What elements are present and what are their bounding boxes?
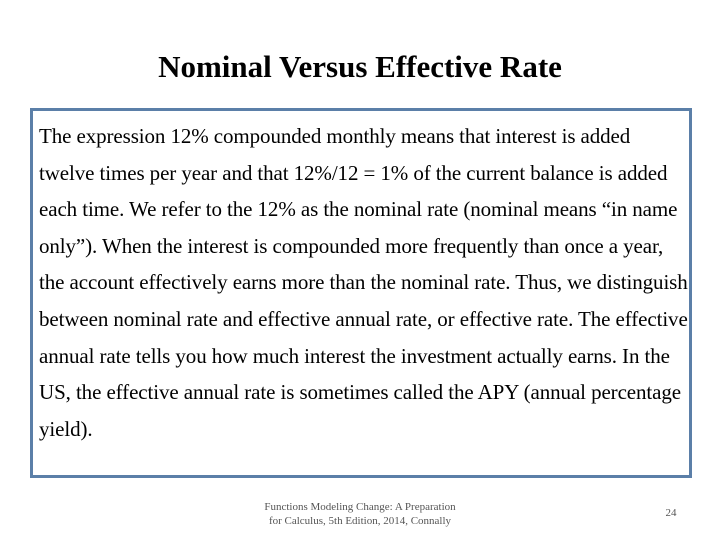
footer-citation: Functions Modeling Change: A Preparation…	[210, 500, 510, 528]
slide-title: Nominal Versus Effective Rate	[158, 49, 562, 84]
citation-line-2: for Calculus, 5th Edition, 2014, Connall…	[268, 515, 452, 527]
definition-box: The expression 12% compounded monthly me…	[30, 108, 692, 478]
definition-text: The expression 12% compounded monthly me…	[39, 124, 688, 441]
citation-line-1: Functions Modeling Change: A Preparation	[264, 501, 456, 513]
slide-number: 24	[665, 507, 677, 519]
